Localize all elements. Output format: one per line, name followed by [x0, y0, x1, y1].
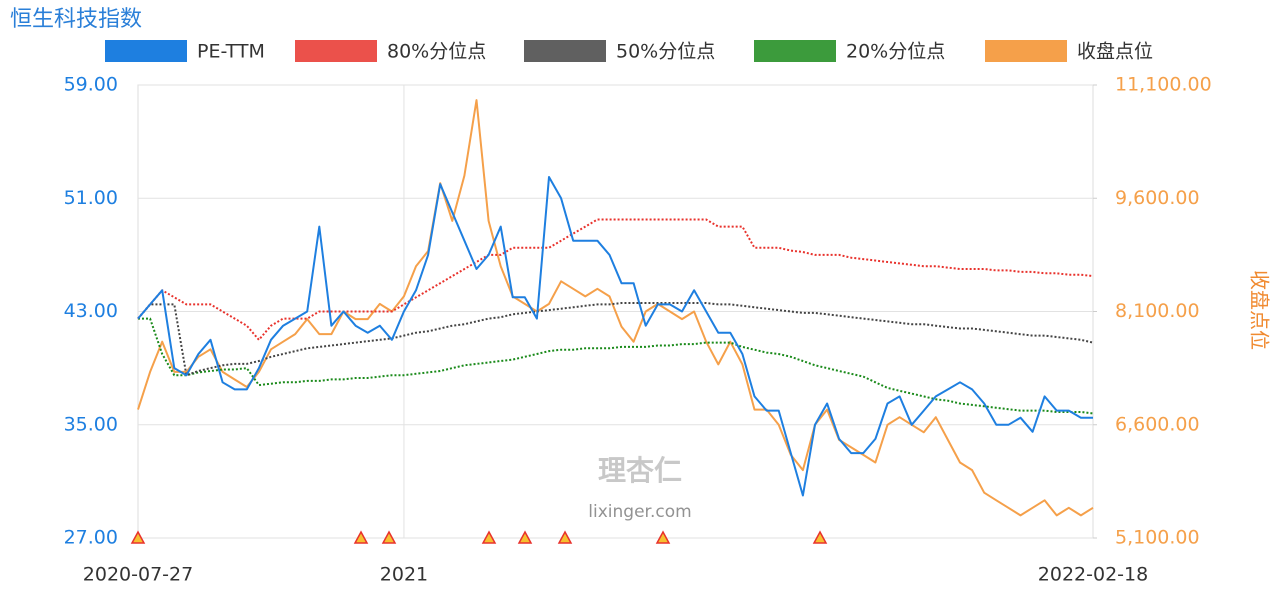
legend-item: PE-TTM: [105, 40, 265, 63]
event-marker: [517, 530, 533, 544]
y-tick-label: 35.00: [64, 413, 118, 435]
series-line: [137, 99, 1094, 517]
y2-tick-label: 6,600.00: [1115, 413, 1200, 435]
y-tick-label: 51.00: [64, 187, 118, 209]
y-tick-label: 59.00: [64, 74, 118, 96]
event-marker: [812, 530, 828, 544]
event-marker: [557, 530, 573, 544]
y2-axis-label: 收盘点位: [1248, 270, 1272, 350]
event-marker: [130, 530, 146, 544]
x-tick-label: 2022-02-18: [1038, 564, 1148, 586]
event-marker: [481, 530, 497, 544]
series-line: [137, 176, 1093, 497]
series-line: [138, 317, 1094, 415]
x-tick-label: 2021: [380, 564, 428, 586]
y2-tick-label: 9,600.00: [1115, 187, 1200, 209]
legend-label: PE-TTM: [197, 41, 265, 63]
legend-swatch: [524, 40, 606, 62]
legend-swatch: [105, 40, 187, 62]
legend-swatch: [295, 40, 377, 62]
legend-swatch: [985, 40, 1067, 62]
legend-item: 收盘点位: [985, 40, 1153, 63]
y-tick-label: 27.00: [64, 527, 118, 549]
legend-item: 20%分位点: [754, 40, 945, 63]
legend-swatch: [754, 40, 836, 62]
watermark-url: lixinger.com: [588, 502, 691, 522]
legend-label: 20%分位点: [846, 41, 945, 63]
chart-title: 恒生科技指数: [10, 7, 142, 32]
watermark: 理杏仁: [598, 454, 682, 487]
legend-item: 50%分位点: [524, 40, 715, 63]
legend-item: 80%分位点: [295, 40, 486, 63]
event-marker: [381, 530, 397, 544]
event-marker: [655, 530, 671, 544]
legend-label: 50%分位点: [616, 41, 715, 63]
legend-label: 80%分位点: [387, 41, 486, 63]
event-markers: [130, 530, 828, 544]
series-line: [137, 302, 1094, 377]
y-tick-label: 43.00: [64, 300, 118, 322]
event-marker: [353, 530, 369, 544]
y2-tick-label: 11,100.00: [1115, 74, 1212, 96]
series-line: [137, 218, 1094, 341]
x-tick-label: 2020-07-27: [83, 564, 193, 586]
legend-label: 收盘点位: [1077, 41, 1153, 63]
y2-tick-label: 8,100.00: [1115, 300, 1200, 322]
y2-tick-label: 5,100.00: [1115, 527, 1200, 549]
